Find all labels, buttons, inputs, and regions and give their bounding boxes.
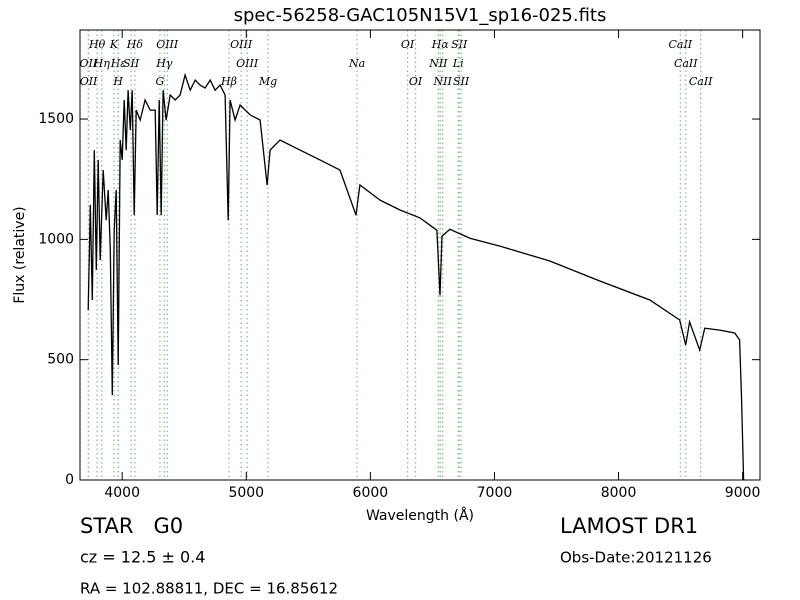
spectral-line-label: OIII — [236, 57, 259, 70]
spectral-line-label: OII — [79, 57, 97, 70]
spectral-line-label: Mg — [258, 75, 277, 88]
y-tick-label: 1500 — [38, 111, 74, 127]
spectral-line-label: Na — [348, 57, 365, 70]
spectral-line-label: SII — [451, 38, 468, 51]
spectral-line-label: OIII — [230, 38, 253, 51]
spectrum-line — [87, 72, 745, 481]
spectral-line-label: Hα — [431, 38, 450, 51]
spectral-line-label: CaII — [674, 57, 698, 70]
obs-date: Obs-Date:20121126 — [560, 549, 712, 567]
spectral-line-label: H — [112, 75, 123, 88]
spectral-line-label: G — [156, 75, 165, 88]
spectral-line-label: Hγ — [155, 57, 173, 70]
spectral-line-label: CaII — [689, 75, 713, 88]
x-tick-label: 5000 — [228, 485, 264, 501]
y-axis-label: Flux (relative) — [12, 206, 28, 303]
spectral-line-label: NII — [428, 57, 448, 70]
spectral-line-label: SII — [453, 75, 470, 88]
spectral-line-label: Hη — [93, 57, 111, 70]
x-axis-label: Wavelength (Å) — [366, 507, 474, 524]
spectral-line-label: NII — [433, 75, 453, 88]
x-tick-label: 4000 — [104, 485, 140, 501]
spectral-line-label: Hθ — [88, 38, 106, 51]
chart-title: spec-56258-GAC105N15V1_sp16-025.fits — [234, 5, 607, 26]
x-tick-label: 8000 — [601, 485, 637, 501]
y-tick-label: 1000 — [38, 231, 74, 247]
spectral-line-label: Hβ — [220, 75, 237, 88]
spectral-line-label: OI — [409, 75, 423, 88]
x-tick-label: 7000 — [477, 485, 513, 501]
y-tick-label: 0 — [65, 472, 74, 488]
spectral-line-label: SII — [123, 57, 140, 70]
object-class: STAR G0 — [80, 514, 183, 538]
plot-frame — [79, 29, 761, 481]
spectral-line-label: Hδ — [126, 38, 144, 51]
spectral-line-label: OI — [401, 38, 415, 51]
spectral-line-label: OII — [80, 75, 98, 88]
coordinates: RA = 102.88811, DEC = 16.85612 — [80, 580, 338, 598]
y-tick-label: 500 — [47, 352, 74, 368]
spectral-line-label: K — [109, 38, 119, 51]
spectral-line-label: OIII — [156, 38, 179, 51]
x-tick-label: 9000 — [725, 485, 761, 501]
redshift: cz = 12.5 ± 0.4 — [80, 548, 205, 567]
survey: LAMOST DR1 — [560, 514, 698, 538]
x-tick-label: 6000 — [353, 485, 389, 501]
spectral-line-label: Li — [452, 57, 464, 70]
spectral-line-label: Hε — [110, 57, 127, 70]
spectral-line-label: CaII — [668, 38, 692, 51]
